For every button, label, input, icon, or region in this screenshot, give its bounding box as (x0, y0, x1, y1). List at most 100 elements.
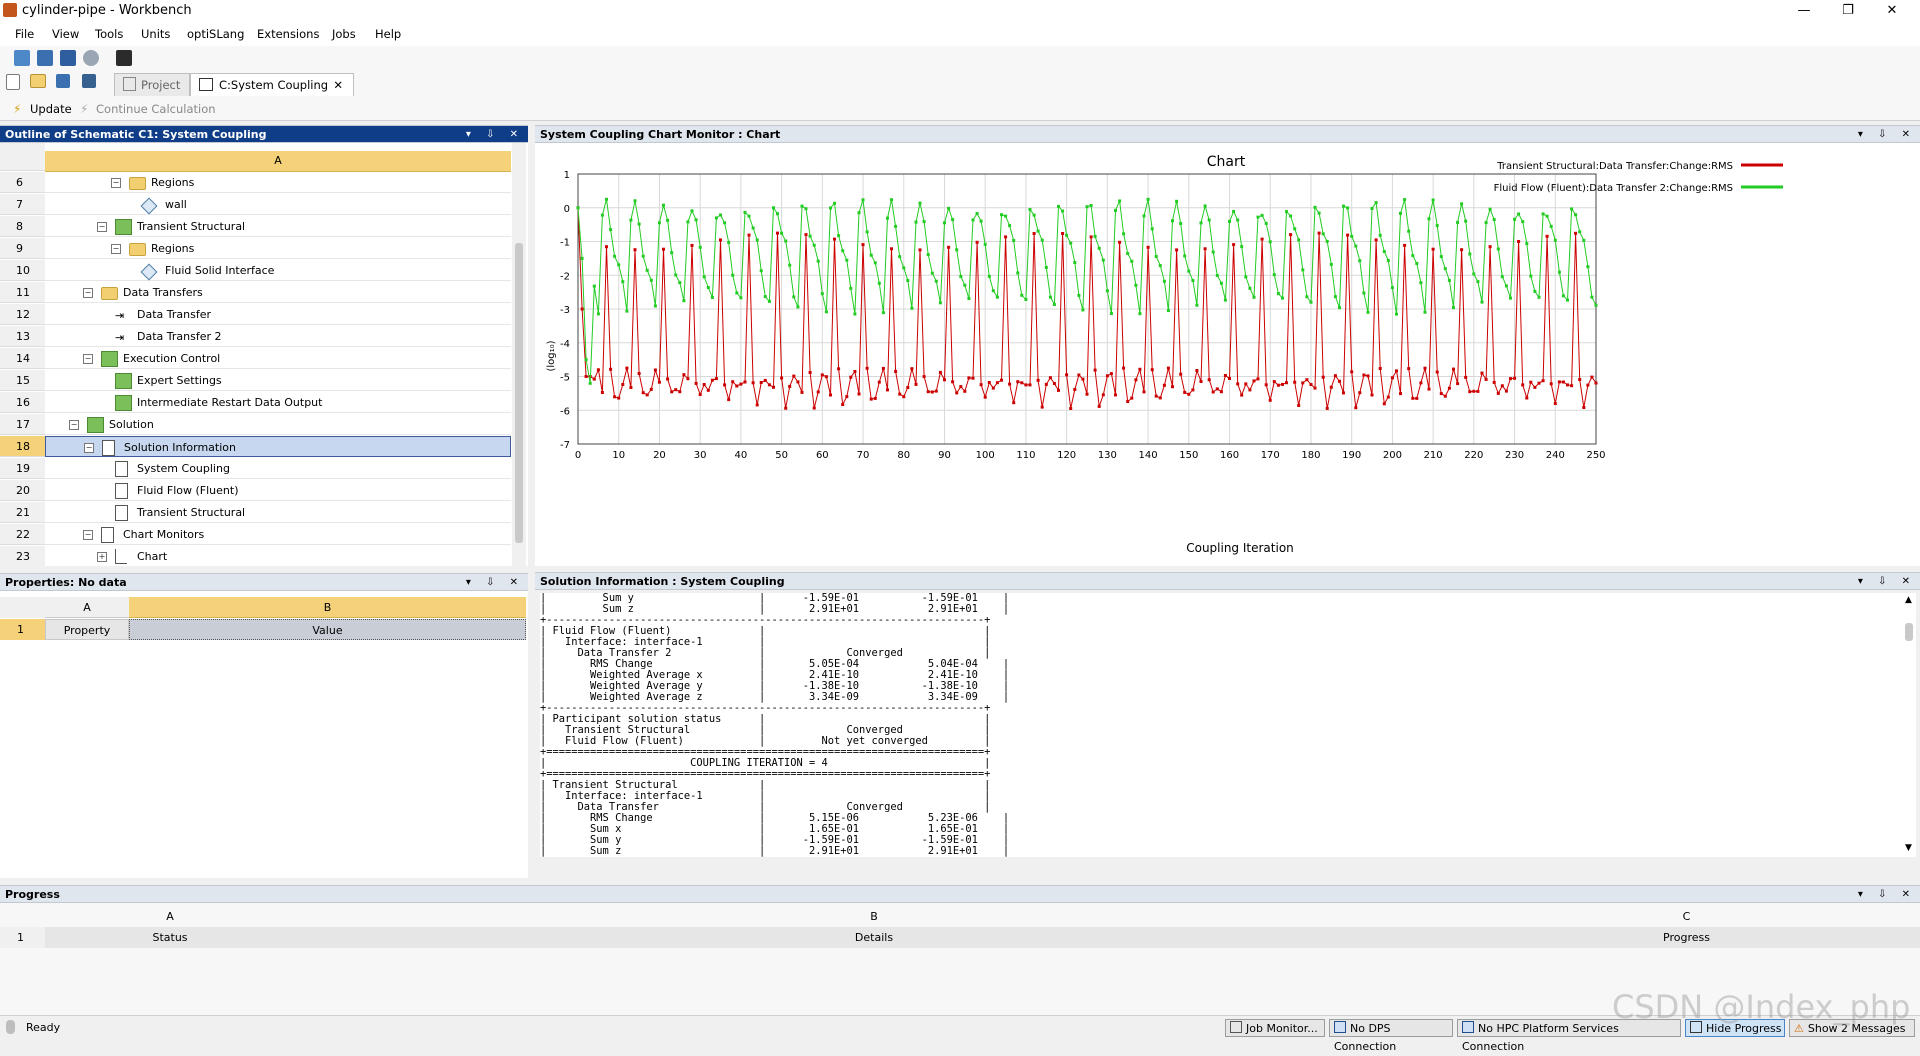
outline-tree-row[interactable]: wall (45, 194, 511, 215)
menu-jobs[interactable]: Jobs (332, 27, 356, 41)
outline-tree-row[interactable]: − Data Transfers (45, 282, 511, 303)
solution-scrollbar[interactable]: ▲ ▼ (1902, 593, 1916, 857)
chart-data-point (1582, 238, 1586, 242)
chart-data-point (1561, 294, 1565, 298)
chart-y-tick-label: 1 (564, 170, 570, 181)
collapse-icon[interactable]: − (111, 244, 121, 254)
outline-tree-row[interactable]: ⇥ Data Transfer (45, 304, 511, 325)
maximize-button[interactable]: ❐ (1842, 3, 1854, 18)
properties-column-b[interactable]: B (129, 597, 526, 618)
progress-progress-header: Progress (1453, 927, 1920, 948)
chart-legend-label: Transient Structural:Data Transfer:Chang… (1496, 161, 1733, 172)
job-monitor-button[interactable]: Job Monitor... (1225, 1019, 1325, 1037)
chart-x-tick-label: 190 (1342, 450, 1361, 461)
outline-tree-row[interactable]: Fluid Solid Interface (45, 260, 511, 281)
outline-column-a[interactable]: A (45, 151, 511, 172)
collapse-icon[interactable]: − (97, 222, 107, 232)
chart-data-point (1240, 245, 1244, 249)
continue-calculation-button[interactable]: Continue Calculation (96, 102, 216, 116)
properties-column-a[interactable]: A (45, 597, 129, 618)
outline-tree-row[interactable]: − Regions (45, 172, 511, 193)
chart-data-point (922, 375, 926, 379)
outline-tree-row[interactable]: Intermediate Restart Data Output (45, 392, 511, 413)
menu-units[interactable]: Units (141, 27, 171, 41)
solution-information-text[interactable]: | Sum y | -1.59E-01 -1.59E-01 | | Sum z … (540, 593, 1902, 857)
progress-column-a[interactable]: A (166, 910, 174, 923)
outline-scrollbar[interactable] (512, 143, 526, 566)
outline-tree-row[interactable]: Expert Settings (45, 370, 511, 391)
outline-tree-row[interactable]: − Solution Information (45, 436, 511, 457)
chart-data-point (1057, 204, 1060, 208)
outline-scroll-thumb[interactable] (515, 243, 523, 543)
collapse-icon[interactable]: − (83, 354, 93, 364)
collapse-icon[interactable]: − (69, 420, 79, 430)
menu-view[interactable]: View (52, 27, 80, 41)
collapse-icon[interactable]: − (83, 288, 93, 298)
chart-data-point (824, 310, 828, 314)
collapse-icon[interactable]: − (83, 530, 93, 540)
show-messages-button[interactable]: ⚠ Show 2 Messages (1789, 1019, 1915, 1037)
open-icon[interactable] (37, 50, 53, 66)
chart-data-point (1386, 258, 1390, 262)
new-project-icon[interactable] (14, 50, 30, 66)
scroll-up-icon[interactable]: ▲ (1905, 595, 1912, 605)
chart-panel-controls[interactable]: ▾ ⇩ ✕ (1857, 129, 1916, 140)
expand-icon[interactable]: + (97, 552, 107, 562)
properties-value-header[interactable]: Value (129, 619, 526, 640)
menu-tools[interactable]: Tools (95, 27, 124, 41)
menu-extensions[interactable]: Extensions (257, 27, 320, 41)
chart-data-point (1504, 389, 1508, 393)
collapse-icon[interactable]: − (111, 178, 121, 188)
properties-panel-controls[interactable]: ▾ ⇩ ✕ (465, 577, 524, 588)
outline-tree-row[interactable]: Transient Structural (45, 502, 511, 523)
chart-data-point (890, 247, 893, 251)
menu-optislang[interactable]: optiSLang (187, 27, 245, 41)
tab-project[interactable]: Project (114, 73, 190, 96)
new-file-icon[interactable] (6, 74, 20, 90)
outline-tree-row[interactable]: System Coupling (45, 458, 511, 479)
chart-data-point (845, 395, 849, 399)
outline-tree-row[interactable]: ⇥ Data Transfer 2 (45, 326, 511, 347)
chart-data-point (694, 218, 698, 222)
progress-panel-controls[interactable]: ▾ ⇩ ✕ (1857, 889, 1916, 900)
save-project-icon[interactable] (56, 74, 70, 88)
open-folder-icon[interactable] (30, 74, 46, 88)
outline-tree-row[interactable]: − Regions (45, 238, 511, 259)
chart-data-point (1118, 199, 1122, 203)
chart-data-point (1456, 220, 1460, 224)
chart-y-tick-label: -4 (560, 339, 570, 350)
outline-tree-row[interactable]: − Execution Control (45, 348, 511, 369)
calculator-icon[interactable] (116, 50, 132, 66)
dps-connection-button[interactable]: No DPS Connection (1329, 1019, 1453, 1053)
close-tab-icon[interactable]: ✕ (333, 78, 343, 92)
chart-data-point (987, 381, 991, 384)
solution-panel-controls[interactable]: ▾ ⇩ ✕ (1857, 576, 1916, 587)
outline-tree-row[interactable]: − Solution (45, 414, 511, 435)
save-icon[interactable] (60, 50, 76, 66)
progress-column-b[interactable]: B (870, 910, 878, 923)
save-as-icon[interactable] (82, 74, 96, 88)
outline-tree-row[interactable]: + Chart (45, 546, 511, 566)
chart-data-point (584, 358, 588, 362)
chart-data-point (947, 245, 951, 249)
minimize-button[interactable]: — (1797, 3, 1811, 18)
scroll-down-icon[interactable]: ▼ (1905, 843, 1912, 853)
chart-data-point (1101, 393, 1105, 397)
outline-tree-row[interactable]: − Chart Monitors (45, 524, 511, 545)
update-button[interactable]: Update (30, 102, 72, 116)
chart-data-point (1525, 242, 1529, 246)
close-window-button[interactable]: ✕ (1886, 3, 1898, 18)
menu-help[interactable]: Help (375, 27, 402, 41)
collapse-icon[interactable]: − (84, 443, 94, 453)
outline-panel-controls[interactable]: ▾ ⇩ ✕ (465, 129, 524, 140)
menu-file[interactable]: File (15, 27, 35, 41)
outline-tree-row[interactable]: Fluid Flow (Fluent) (45, 480, 511, 501)
hide-progress-button[interactable]: Hide Progress (1685, 1019, 1785, 1037)
outline-row-number: 17 (0, 414, 45, 435)
chart-data-point (621, 280, 625, 284)
outline-tree-row[interactable]: − Transient Structural (45, 216, 511, 237)
tab-system-coupling[interactable]: C:System Coupling ✕ (190, 73, 354, 96)
solution-scroll-thumb[interactable] (1905, 623, 1913, 641)
progress-column-c[interactable]: C (1682, 910, 1691, 923)
archive-icon[interactable] (83, 50, 99, 66)
